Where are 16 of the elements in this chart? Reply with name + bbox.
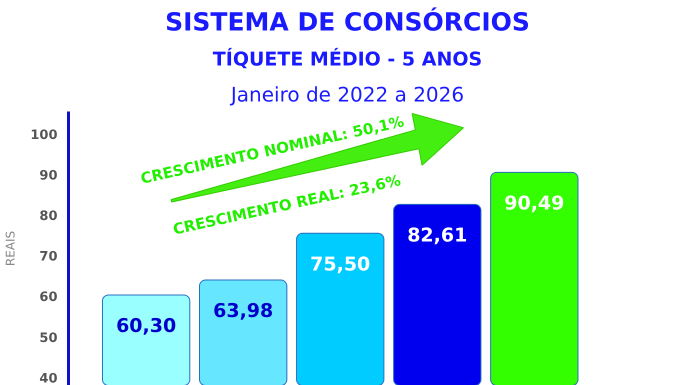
data-label: 63,98 — [213, 300, 274, 322]
y-tick-label: 100 — [30, 128, 58, 143]
y-tick-label: 90 — [39, 168, 58, 184]
y-tick-label: 50 — [39, 330, 58, 346]
y-axis-title: REAIS — [3, 230, 18, 266]
text: Janeiro de 2022 a 2026 — [228, 82, 464, 106]
y-tick-label: 60 — [39, 290, 58, 306]
chart-title: SISTEMA DE CONSÓRCIOS — [165, 6, 530, 36]
y-tick-label: 40 — [39, 371, 58, 385]
data-label: 60,30 — [116, 314, 176, 337]
data-label: 82,61 — [407, 224, 468, 246]
y-tick-label: 70 — [39, 250, 58, 265]
chart-subtitle: TÍQUETE MÉDIO - 5 ANOS — [212, 48, 482, 70]
data-label: 75,50 — [310, 253, 370, 276]
data-label: 90,49 — [504, 192, 564, 214]
y-tick-label: 80 — [39, 209, 58, 224]
